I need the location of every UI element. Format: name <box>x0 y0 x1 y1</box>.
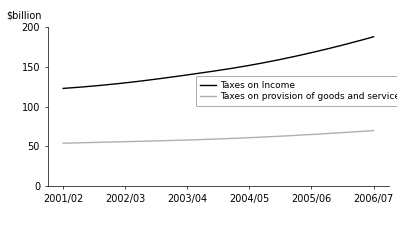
Taxes on Income <box>371 35 376 38</box>
Taxes on provision of goods and services <box>79 141 84 144</box>
Line: Taxes on Income: Taxes on Income <box>63 37 374 88</box>
Taxes on provision of goods and services <box>73 142 78 144</box>
Taxes on Income <box>118 82 123 85</box>
Text: $billion: $billion <box>7 11 42 21</box>
Taxes on provision of goods and services <box>356 130 360 133</box>
Taxes on provision of goods and services <box>345 131 349 134</box>
Taxes on provision of goods and services <box>371 129 376 132</box>
Taxes on provision of goods and services <box>118 140 123 143</box>
Taxes on Income <box>79 86 84 88</box>
Legend: Taxes on Income, Taxes on provision of goods and services: Taxes on Income, Taxes on provision of g… <box>196 76 397 106</box>
Taxes on Income <box>356 40 360 42</box>
Taxes on provision of goods and services <box>61 142 66 145</box>
Taxes on provision of goods and services <box>143 140 148 143</box>
Taxes on Income <box>73 86 78 89</box>
Line: Taxes on provision of goods and services: Taxes on provision of goods and services <box>63 131 374 143</box>
Taxes on Income <box>345 43 349 45</box>
Taxes on Income <box>143 79 148 82</box>
Taxes on Income <box>61 87 66 90</box>
